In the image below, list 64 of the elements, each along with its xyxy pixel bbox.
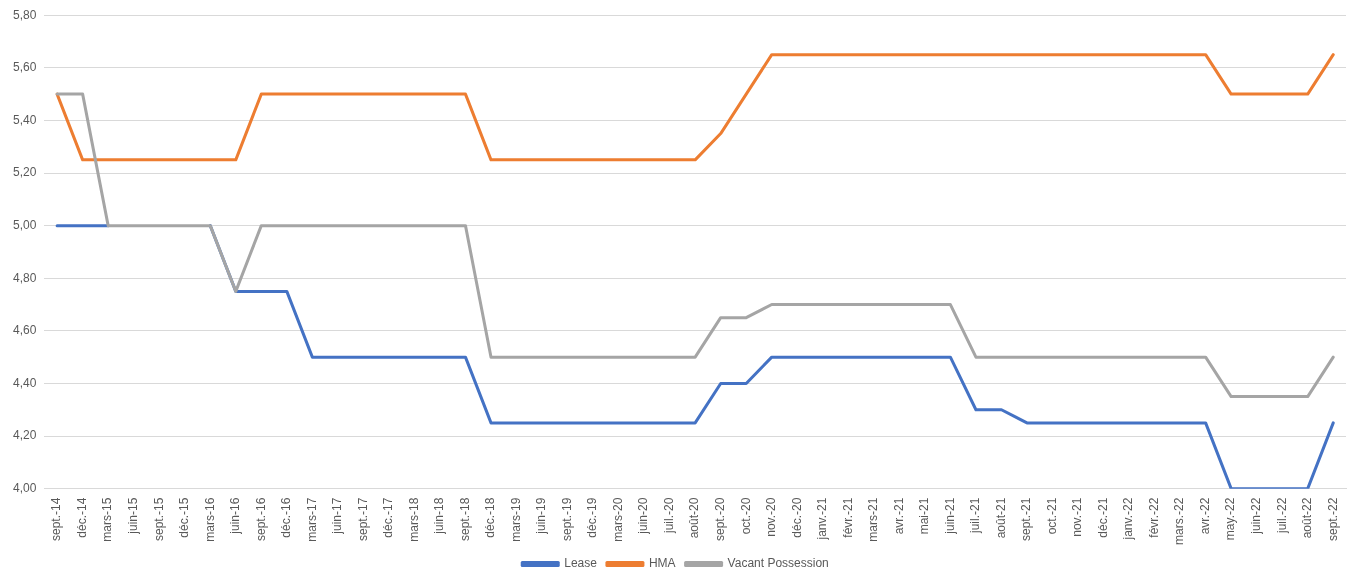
x-tick-label: mai-21 bbox=[917, 497, 932, 535]
x-tick-label: juin-15 bbox=[126, 497, 140, 535]
x-tick-label: janv.-21 bbox=[815, 497, 830, 541]
x-tick-label: déc.-15 bbox=[177, 497, 192, 538]
x-tick-label: mars-19 bbox=[508, 497, 523, 542]
x-tick-label: juin-16 bbox=[228, 497, 243, 535]
y-tick-label: 4,40 bbox=[13, 375, 37, 390]
x-tick-label: juin-22 bbox=[1248, 497, 1263, 535]
x-tick-label: mars-18 bbox=[406, 497, 421, 542]
x-tick-label: août-22 bbox=[1300, 497, 1315, 539]
y-tick-label: 5,40 bbox=[13, 112, 37, 127]
x-tick-label: sept.-18 bbox=[457, 497, 472, 542]
legend-label: Lease bbox=[564, 556, 598, 571]
x-tick-label: déc.-19 bbox=[585, 497, 600, 538]
x-tick-label: sept.-20 bbox=[713, 497, 728, 542]
y-tick-label: 5,00 bbox=[13, 217, 37, 232]
x-tick-label: août-20 bbox=[687, 497, 702, 539]
x-tick-label: mars.-22 bbox=[1172, 497, 1187, 545]
x-tick-label: janv.-22 bbox=[1121, 497, 1136, 541]
x-tick-label: févr.-22 bbox=[1146, 497, 1161, 538]
x-tick-label: déc.-17 bbox=[381, 497, 396, 538]
x-tick-label: août-21 bbox=[993, 497, 1008, 539]
x-tick-label: déc.-21 bbox=[1095, 497, 1110, 538]
legend-label: Vacant Possession bbox=[727, 556, 829, 571]
y-tick-label: 5,60 bbox=[13, 60, 37, 75]
x-tick-label: juin-19 bbox=[534, 497, 549, 535]
x-tick-label: mars-17 bbox=[304, 497, 319, 542]
x-tick-label: mars-21 bbox=[866, 497, 881, 542]
y-tick-label: 4,20 bbox=[13, 428, 37, 443]
x-tick-label: nov.-20 bbox=[764, 497, 779, 537]
x-tick-label: sept.-15 bbox=[151, 497, 166, 542]
x-tick-label: juin-17 bbox=[330, 497, 345, 535]
x-tick-label: sept.-16 bbox=[253, 497, 268, 542]
x-tick-label: may.-22 bbox=[1223, 497, 1238, 541]
x-tick-label: déc.-20 bbox=[789, 497, 804, 538]
x-tick-label: mars-20 bbox=[610, 497, 625, 542]
x-tick-label: avr.-21 bbox=[891, 497, 906, 535]
x-tick-label: mars-15 bbox=[100, 497, 115, 542]
x-tick-label: juin-20 bbox=[636, 497, 651, 535]
x-tick-label: sept.-17 bbox=[355, 497, 370, 542]
x-tick-label: juil.-20 bbox=[661, 497, 676, 535]
x-tick-label: nov.-21 bbox=[1070, 497, 1085, 537]
x-tick-label: mars-16 bbox=[202, 497, 217, 542]
legend-label: HMA bbox=[648, 556, 676, 571]
x-tick-label: oct.-20 bbox=[738, 497, 753, 535]
y-tick-label: 5,20 bbox=[13, 165, 37, 180]
y-tick-label: 4,60 bbox=[13, 323, 37, 338]
x-tick-label: juil.-21 bbox=[968, 497, 983, 535]
y-tick-label: 4,00 bbox=[13, 480, 37, 495]
x-tick-label: avr.-22 bbox=[1197, 497, 1212, 535]
x-tick-label: oct.-21 bbox=[1044, 497, 1059, 535]
x-tick-label: sept.-21 bbox=[1019, 497, 1034, 542]
y-tick-label: 4,80 bbox=[13, 270, 37, 285]
x-tick-label: déc.-18 bbox=[483, 497, 498, 538]
x-tick-label: déc.-14 bbox=[74, 497, 89, 538]
x-tick-label: déc.-16 bbox=[279, 497, 294, 538]
x-tick-label: sept.-19 bbox=[559, 497, 574, 542]
x-tick-label: févr.-21 bbox=[840, 497, 855, 538]
x-tick-label: juin-18 bbox=[432, 497, 447, 535]
x-tick-label: juin-21 bbox=[942, 497, 957, 535]
x-tick-label: sept.-22 bbox=[1325, 497, 1340, 542]
x-tick-label: sept.-14 bbox=[49, 497, 64, 542]
y-tick-label: 5,80 bbox=[13, 7, 37, 22]
x-tick-label: juil.-22 bbox=[1274, 497, 1289, 535]
